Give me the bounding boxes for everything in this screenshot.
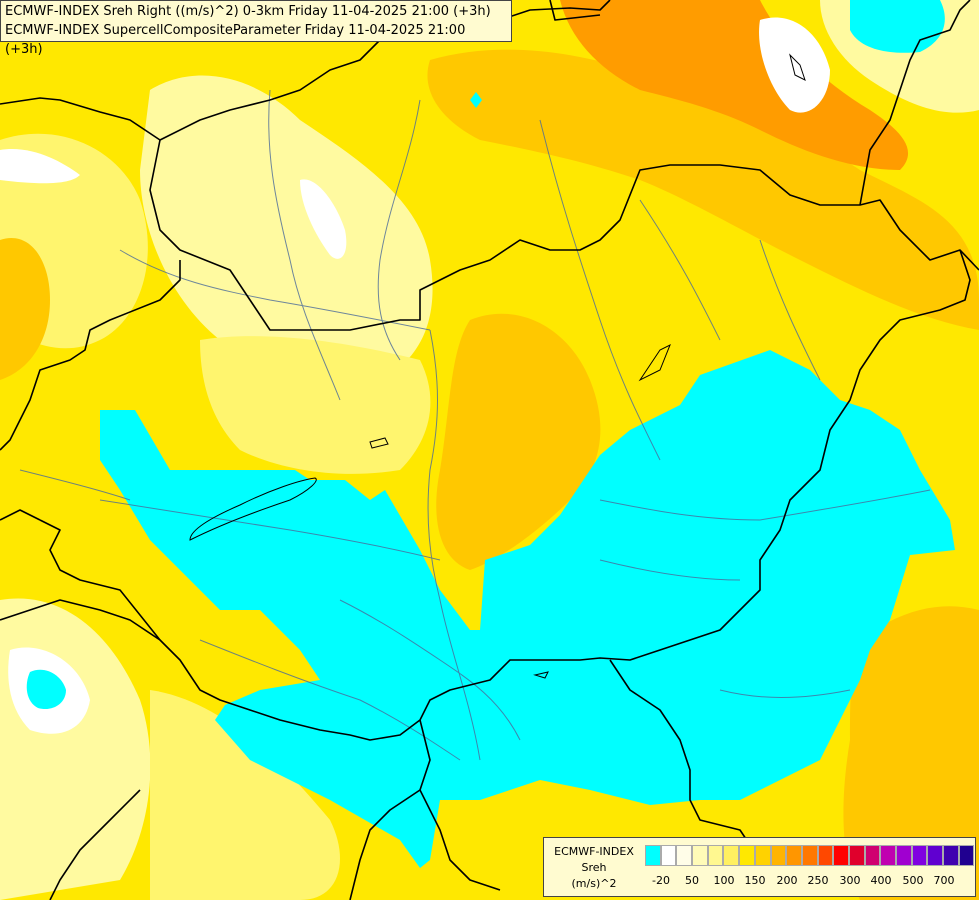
field-cyan-speck <box>470 92 482 108</box>
legend-swatch <box>739 845 755 866</box>
field-white-northwest <box>0 149 80 184</box>
field-pale-center <box>200 336 431 474</box>
legend-swatch <box>958 845 975 866</box>
legend-ticks: -20 50 100 150 200 250 300 400 500 700 <box>645 874 975 888</box>
legend-swatch <box>943 845 959 866</box>
legend-tick-label: 400 <box>870 874 892 887</box>
field-orange-west <box>0 238 50 380</box>
field-cyan-main <box>100 350 955 868</box>
color-legend: ECMWF-INDEX Sreh (m/s)^2 -20 50 100 150 200 2… <box>543 837 976 897</box>
legend-swatch <box>848 845 865 866</box>
legend-tick-label: 150 <box>744 874 766 887</box>
field-deep-orange <box>560 0 909 170</box>
legend-swatch <box>723 845 740 866</box>
legend-swatch <box>707 845 724 866</box>
legend-swatch <box>911 845 928 866</box>
title-line-1: ECMWF-INDEX Sreh Right ((m/s)^2) 0-3km F… <box>5 4 491 19</box>
legend-swatch <box>754 845 771 866</box>
legend-swatch <box>645 845 661 866</box>
legend-swatch <box>927 845 944 866</box>
field-orange-east <box>843 606 979 900</box>
legend-swatch <box>660 845 677 866</box>
legend-tick-label: 700 <box>933 874 955 887</box>
legend-tick-label: 200 <box>776 874 798 887</box>
legend-tick-label: 100 <box>713 874 735 887</box>
legend-swatch <box>801 845 818 866</box>
legend-swatch <box>676 845 693 866</box>
legend-swatch <box>817 845 834 866</box>
legend-tick-label: -20 <box>652 874 670 887</box>
legend-swatch <box>864 845 881 866</box>
field-white-north <box>300 179 347 259</box>
field-orange-north <box>427 49 979 330</box>
field-pale-south <box>150 690 340 900</box>
legend-swatch <box>786 845 802 866</box>
legend-swatch <box>692 845 708 866</box>
field-white-corner <box>759 17 830 113</box>
rivers <box>19 89 931 761</box>
lake-balaton <box>189 477 317 541</box>
legend-variable: Sreh <box>581 861 607 874</box>
lake-south <box>533 671 549 679</box>
legend-swatch <box>896 845 912 866</box>
legend-tick-label: 500 <box>902 874 924 887</box>
field-pale-north <box>140 75 433 388</box>
field-orange-center <box>436 313 601 570</box>
lake-small <box>369 437 389 449</box>
lake-east <box>638 343 671 382</box>
legend-swatches <box>645 845 975 866</box>
legend-swatch <box>880 845 896 866</box>
legend-title: ECMWF-INDEX <box>554 845 634 858</box>
legend-tick-label: 50 <box>685 874 699 887</box>
title-line-2: ECMWF-INDEX SupercellCompositeParameter … <box>5 23 466 57</box>
legend-tick-label: 250 <box>807 874 829 887</box>
legend-swatch <box>770 845 787 866</box>
lake-north-corner <box>789 53 806 81</box>
map-title-box: ECMWF-INDEX Sreh Right ((m/s)^2) 0-3km F… <box>0 0 512 57</box>
legend-unit: (m/s)^2 <box>571 877 617 890</box>
lakes <box>189 53 806 679</box>
legend-swatch <box>833 845 849 866</box>
legend-tick-label: 300 <box>839 874 861 887</box>
field-cyan-southwest <box>26 669 67 710</box>
